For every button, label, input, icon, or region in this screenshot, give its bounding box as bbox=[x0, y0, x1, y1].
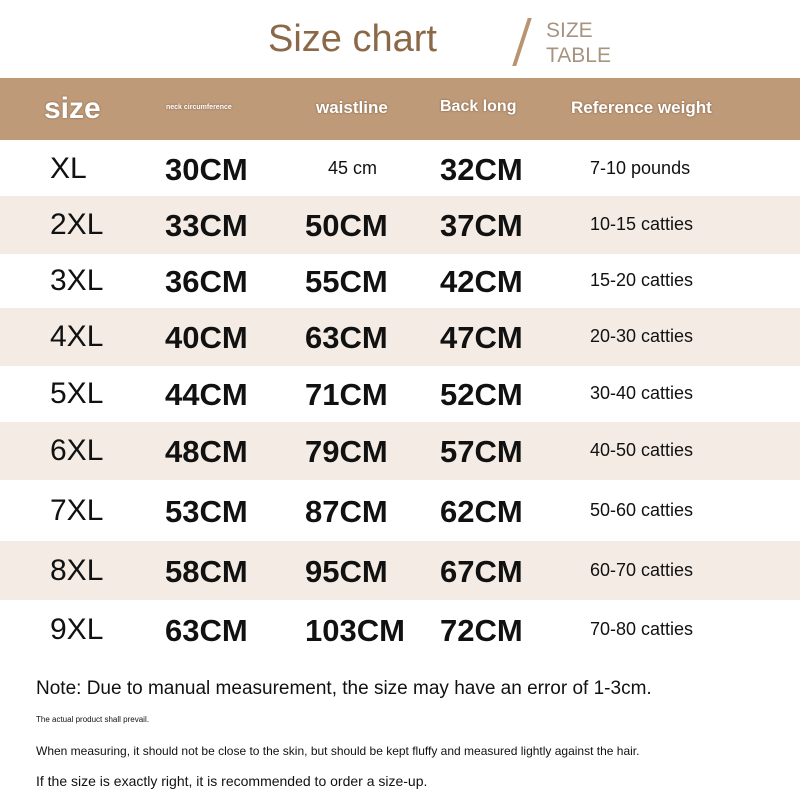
size-cell: 8XL bbox=[50, 554, 104, 587]
neck-cell: 53CM bbox=[165, 494, 248, 529]
note-size-up: If the size is exactly right, it is reco… bbox=[36, 773, 428, 789]
back-long-cell: 32CM bbox=[440, 152, 523, 187]
table-row: 4XL 40CM 63CM 47CM 20-30 catties bbox=[0, 308, 800, 366]
neck-cell: 36CM bbox=[165, 264, 248, 299]
table-header: size neck circumference waistline Back l… bbox=[0, 78, 800, 140]
size-cell: 9XL bbox=[50, 613, 104, 646]
waistline-cell: 71CM bbox=[305, 377, 388, 412]
back-long-cell: 37CM bbox=[440, 208, 523, 243]
header-back-long: Back long bbox=[440, 98, 517, 115]
waistline-cell: 95CM bbox=[305, 554, 388, 589]
weight-cell: 20-30 catties bbox=[590, 326, 694, 346]
subtitle-line2: TABLE bbox=[546, 44, 611, 67]
header-neck: neck circumference bbox=[166, 104, 232, 111]
weight-cell: 30-40 catties bbox=[590, 383, 694, 403]
subtitle-line1: SIZE bbox=[546, 19, 593, 42]
subtitle: SIZE TABLE bbox=[546, 18, 611, 68]
waistline-cell: 63CM bbox=[305, 320, 388, 355]
weight-cell: 70-80 catties bbox=[590, 619, 694, 639]
weight-cell: 15-20 catties bbox=[590, 270, 694, 290]
table-row: 6XL 48CM 79CM 57CM 40-50 catties bbox=[0, 422, 800, 480]
weight-cell: 7-10 pounds bbox=[590, 158, 691, 178]
weight-cell: 10-15 catties bbox=[590, 214, 694, 234]
size-cell: 2XL bbox=[50, 208, 104, 241]
table-row: 8XL 58CM 95CM 67CM 60-70 catties bbox=[0, 541, 800, 600]
size-cell: 4XL bbox=[50, 320, 104, 353]
size-cell: XL bbox=[50, 152, 87, 185]
size-cell: 7XL bbox=[50, 494, 104, 527]
table-row: 2XL 33CM 50CM 37CM 10-15 catties bbox=[0, 196, 800, 254]
weight-cell: 50-60 catties bbox=[590, 500, 694, 520]
header-size: size bbox=[44, 92, 101, 125]
neck-cell: 63CM bbox=[165, 613, 248, 648]
table-row: 5XL 44CM 71CM 52CM 30-40 catties bbox=[0, 366, 800, 422]
back-long-cell: 62CM bbox=[440, 494, 523, 529]
weight-cell: 60-70 catties bbox=[590, 560, 694, 580]
neck-cell: 33CM bbox=[165, 208, 248, 243]
back-long-cell: 57CM bbox=[440, 434, 523, 469]
waistline-cell: 79CM bbox=[305, 434, 388, 469]
header-weight: Reference weight bbox=[571, 98, 712, 117]
waistline-cell: 103CM bbox=[305, 613, 405, 648]
table-row: 9XL 63CM 103CM 72CM 70-80 catties bbox=[0, 600, 800, 660]
slash-divider bbox=[512, 18, 532, 66]
waistline-cell: 45 cm bbox=[328, 158, 378, 178]
waistline-cell: 55CM bbox=[305, 264, 388, 299]
waistline-cell: 50CM bbox=[305, 208, 388, 243]
neck-cell: 44CM bbox=[165, 377, 248, 412]
neck-cell: 30CM bbox=[165, 152, 248, 187]
note-measuring: When measuring, it should not be close t… bbox=[36, 744, 640, 758]
neck-cell: 48CM bbox=[165, 434, 248, 469]
waistline-cell: 87CM bbox=[305, 494, 388, 529]
page-title: Size chart bbox=[268, 18, 437, 60]
back-long-cell: 67CM bbox=[440, 554, 523, 589]
back-long-cell: 47CM bbox=[440, 320, 523, 355]
table-row: 7XL 53CM 87CM 62CM 50-60 catties bbox=[0, 480, 800, 541]
back-long-cell: 52CM bbox=[440, 377, 523, 412]
size-cell: 5XL bbox=[50, 377, 104, 410]
note-actual: The actual product shall prevail. bbox=[36, 715, 149, 724]
neck-cell: 58CM bbox=[165, 554, 248, 589]
note-error: Note: Due to manual measurement, the siz… bbox=[36, 678, 652, 699]
table-row: 3XL 36CM 55CM 42CM 15-20 catties bbox=[0, 254, 800, 308]
size-cell: 3XL bbox=[50, 264, 104, 297]
back-long-cell: 72CM bbox=[440, 613, 523, 648]
weight-cell: 40-50 catties bbox=[590, 440, 694, 460]
neck-cell: 40CM bbox=[165, 320, 248, 355]
header-waistline: waistline bbox=[316, 98, 388, 117]
size-cell: 6XL bbox=[50, 434, 104, 467]
table-row: XL 30CM 45 cm 32CM 7-10 pounds bbox=[0, 142, 800, 196]
back-long-cell: 42CM bbox=[440, 264, 523, 299]
